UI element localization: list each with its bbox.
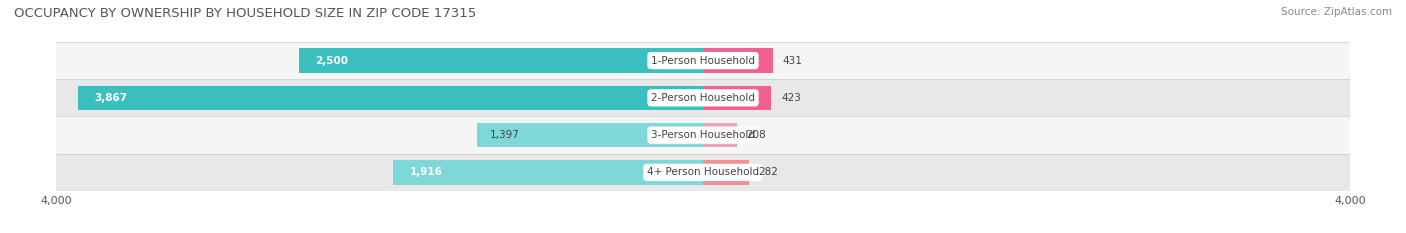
Text: OCCUPANCY BY OWNERSHIP BY HOUSEHOLD SIZE IN ZIP CODE 17315: OCCUPANCY BY OWNERSHIP BY HOUSEHOLD SIZE… (14, 7, 477, 20)
Bar (703, 48, 773, 73)
Text: 423: 423 (782, 93, 801, 103)
Text: 1-Person Household: 1-Person Household (651, 56, 755, 65)
Bar (477, 123, 703, 147)
Bar (394, 160, 703, 185)
Bar (56, 42, 1350, 79)
Bar (703, 123, 737, 147)
Text: 3-Person Household: 3-Person Household (651, 130, 755, 140)
Text: 1,916: 1,916 (409, 168, 443, 177)
Bar (77, 86, 703, 110)
Text: 208: 208 (747, 130, 766, 140)
Text: 431: 431 (782, 56, 803, 65)
Text: 2-Person Household: 2-Person Household (651, 93, 755, 103)
Bar (56, 154, 1350, 191)
Bar (298, 48, 703, 73)
Text: 2,500: 2,500 (315, 56, 347, 65)
Text: 3,867: 3,867 (94, 93, 127, 103)
Text: 4+ Person Household: 4+ Person Household (647, 168, 759, 177)
Bar (703, 86, 772, 110)
Text: Source: ZipAtlas.com: Source: ZipAtlas.com (1281, 7, 1392, 17)
Bar (56, 116, 1350, 154)
Bar (56, 79, 1350, 116)
Text: 1,397: 1,397 (491, 130, 520, 140)
Text: 282: 282 (758, 168, 778, 177)
Bar (703, 160, 748, 185)
